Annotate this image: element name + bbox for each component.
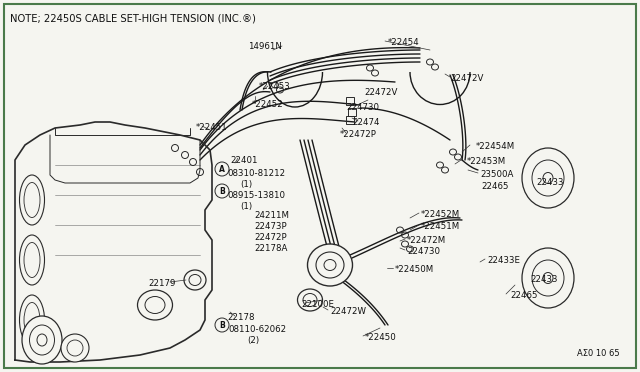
- Bar: [346, 116, 354, 124]
- Ellipse shape: [298, 289, 323, 311]
- Text: 22472V: 22472V: [364, 88, 397, 97]
- Text: 22178A: 22178A: [254, 244, 287, 253]
- Text: 22100E: 22100E: [301, 300, 334, 309]
- Text: 22473P: 22473P: [254, 222, 287, 231]
- Text: *22453M: *22453M: [467, 157, 506, 166]
- Text: 22472V: 22472V: [450, 74, 483, 83]
- Text: *22454M: *22454M: [476, 142, 515, 151]
- Text: NOTE; 22450S CABLE SET-HIGH TENSION (INC.®): NOTE; 22450S CABLE SET-HIGH TENSION (INC…: [10, 13, 256, 23]
- Text: AΣ0 10 65: AΣ0 10 65: [577, 349, 620, 358]
- Text: B: B: [219, 321, 225, 330]
- Text: B: B: [219, 186, 225, 196]
- Text: 224730: 224730: [407, 247, 440, 256]
- Text: (1): (1): [240, 202, 252, 211]
- Ellipse shape: [307, 244, 353, 286]
- Text: *22450M: *22450M: [395, 265, 435, 274]
- Ellipse shape: [184, 270, 206, 290]
- Text: 24211M: 24211M: [254, 211, 289, 220]
- Text: 22178: 22178: [227, 313, 255, 322]
- Ellipse shape: [22, 316, 62, 364]
- Text: 08310-81212: 08310-81212: [227, 169, 285, 178]
- Text: *22472P: *22472P: [340, 130, 377, 139]
- Ellipse shape: [61, 334, 89, 362]
- Text: 08915-13810: 08915-13810: [227, 191, 285, 200]
- Ellipse shape: [522, 148, 574, 208]
- Text: *22472M: *22472M: [407, 236, 446, 245]
- Text: 14961N: 14961N: [248, 42, 282, 51]
- Text: (1): (1): [240, 180, 252, 189]
- Text: 224730: 224730: [346, 103, 379, 112]
- Text: *22452M: *22452M: [421, 210, 460, 219]
- Ellipse shape: [522, 248, 574, 308]
- Text: *22454: *22454: [388, 38, 420, 47]
- Text: 22433E: 22433E: [487, 256, 520, 265]
- Text: *22452: *22452: [252, 100, 284, 109]
- Text: 08110-62062: 08110-62062: [228, 325, 286, 334]
- Text: 22179: 22179: [148, 279, 175, 288]
- Bar: [346, 97, 354, 105]
- Text: *22451: *22451: [196, 123, 228, 132]
- Text: (2): (2): [247, 336, 259, 345]
- Text: *22451M: *22451M: [421, 222, 460, 231]
- Text: *22453: *22453: [259, 82, 291, 91]
- Text: 22465: 22465: [510, 291, 538, 300]
- Text: A: A: [219, 164, 225, 173]
- Text: 23500A: 23500A: [480, 170, 513, 179]
- Text: 22433: 22433: [536, 178, 563, 187]
- Text: 22472P: 22472P: [254, 233, 287, 242]
- Text: 22474: 22474: [352, 118, 380, 127]
- Text: 22472W: 22472W: [330, 307, 366, 316]
- Text: *22450: *22450: [365, 333, 397, 342]
- Bar: [348, 108, 356, 116]
- Ellipse shape: [138, 290, 173, 320]
- Text: 22433: 22433: [530, 275, 557, 284]
- Text: 22401: 22401: [230, 156, 257, 165]
- Text: 22465: 22465: [481, 182, 509, 191]
